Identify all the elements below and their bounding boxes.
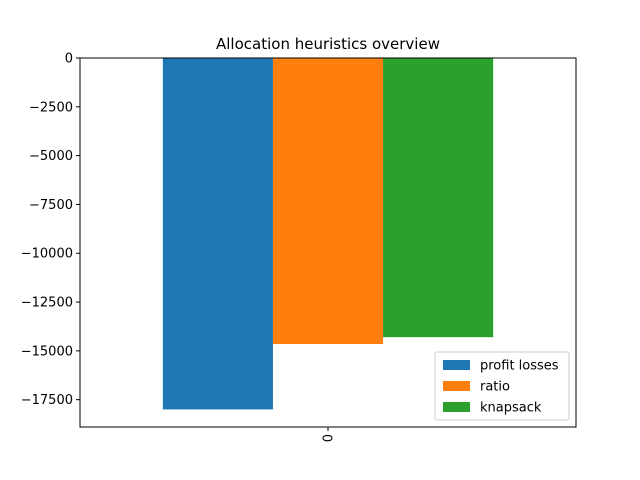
y-tick-label: −17500 bbox=[21, 393, 73, 408]
x-tick-label: 0 bbox=[322, 434, 337, 442]
legend-label: knapsack bbox=[480, 401, 542, 416]
y-tick-label: −7500 bbox=[29, 198, 73, 213]
y-tick-label: −12500 bbox=[21, 296, 73, 311]
legend-swatch bbox=[443, 360, 470, 370]
y-tick-label: −5000 bbox=[29, 149, 73, 164]
y-axis: 0 −2500 −5000 −7500 −10000 −12500 −15000 −17500 bbox=[21, 52, 80, 408]
plot-frame bbox=[79, 57, 577, 428]
y-tick-label: −2500 bbox=[29, 100, 73, 115]
bar-ratio bbox=[272, 58, 384, 345]
bar-profit-losses bbox=[162, 58, 273, 410]
legend-swatch bbox=[443, 402, 470, 412]
y-tick-label: −10000 bbox=[21, 247, 73, 262]
y-tick-label: 0 bbox=[65, 52, 73, 67]
y-tick-label: −15000 bbox=[21, 344, 73, 359]
legend: profit losses ratio knapsack bbox=[434, 351, 570, 421]
legend-label: profit losses bbox=[480, 359, 559, 374]
bars bbox=[162, 58, 494, 410]
legend-label: ratio bbox=[480, 380, 510, 395]
bar-knapsack bbox=[383, 58, 494, 338]
legend-swatch bbox=[443, 381, 470, 391]
chart-title: Allocation heuristics overview bbox=[216, 35, 440, 53]
x-axis: 0 bbox=[322, 427, 337, 442]
